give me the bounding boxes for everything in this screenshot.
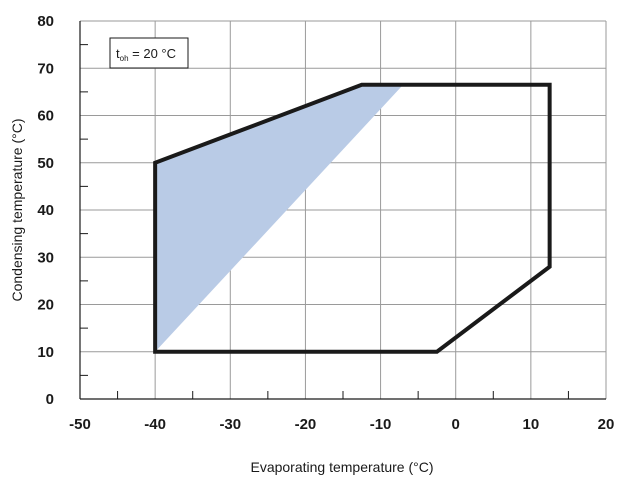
minor-ticks xyxy=(80,44,569,399)
x-tick-label: -40 xyxy=(144,416,166,433)
y-tick-label: 40 xyxy=(37,202,54,219)
shaded-region xyxy=(155,84,404,352)
x-axis-title: Evaporating temperature (°C) xyxy=(250,459,433,475)
legend-value: = 20 °C xyxy=(129,46,176,61)
x-tick-label: -10 xyxy=(370,416,392,433)
y-tick-labels: 0 10 20 30 40 50 60 70 80 xyxy=(37,13,54,408)
y-tick-label: 20 xyxy=(37,297,54,314)
y-axis-title: Condensing temperature (°C) xyxy=(9,118,25,301)
x-tick-label: -30 xyxy=(219,416,241,433)
y-tick-label: 60 xyxy=(37,108,54,125)
legend-symbol: t xyxy=(116,46,120,61)
y-tick-label: 80 xyxy=(37,13,54,30)
x-tick-labels: -50 -40 -30 -20 -10 0 10 20 xyxy=(69,416,614,433)
envelope-outline xyxy=(153,82,552,354)
x-tick-label: -50 xyxy=(69,416,91,433)
x-tick-label: 10 xyxy=(523,416,540,433)
legend-frame xyxy=(109,37,189,69)
y-tick-label: 50 xyxy=(37,155,54,172)
x-tick-label: 20 xyxy=(598,416,615,433)
legend-box: toh = 20 °C xyxy=(109,37,189,69)
legend-subscript: oh xyxy=(120,54,129,63)
x-tick-label: 0 xyxy=(452,416,460,433)
y-tick-label: 0 xyxy=(46,391,54,408)
y-tick-label: 70 xyxy=(37,60,54,77)
y-tick-label: 10 xyxy=(37,344,54,361)
y-tick-label: 30 xyxy=(37,249,54,266)
x-tick-label: -20 xyxy=(295,416,317,433)
legend-label: toh = 20 °C xyxy=(116,46,176,63)
